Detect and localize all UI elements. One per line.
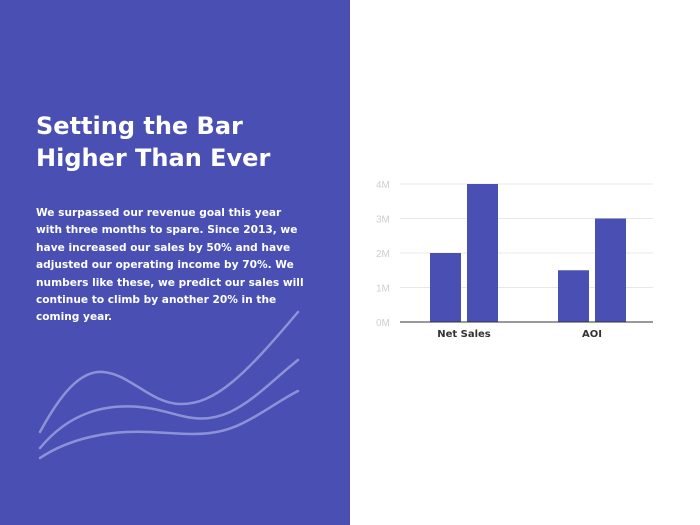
y-tick-label: 3M — [376, 215, 390, 226]
wave-line-3 — [38, 389, 300, 460]
body-paragraph: We surpassed our revenue goal this year … — [36, 207, 304, 324]
x-tick-label: AOI — [582, 329, 602, 340]
bar — [558, 270, 589, 322]
bar — [595, 218, 626, 322]
bar-chart: 0M 1M 2M 3M 4M Net Sales AOI — [376, 180, 653, 340]
y-tick-label: 1M — [376, 284, 390, 295]
wave-line-1 — [38, 310, 300, 434]
bar — [467, 184, 498, 322]
x-tick-label: Net Sales — [437, 329, 491, 340]
title-line-1: Setting the Bar — [36, 112, 243, 140]
y-tick-label: 0M — [376, 318, 390, 329]
left-panel — [0, 0, 350, 525]
title-line-2: Higher Than Ever — [36, 144, 271, 172]
page-title: Setting the Bar Higher Than Ever — [36, 110, 336, 174]
wave-line-2 — [38, 358, 300, 450]
decorative-waves — [38, 310, 300, 460]
y-tick-label: 4M — [376, 180, 390, 191]
bar — [430, 253, 461, 322]
y-tick-label: 2M — [376, 249, 390, 260]
